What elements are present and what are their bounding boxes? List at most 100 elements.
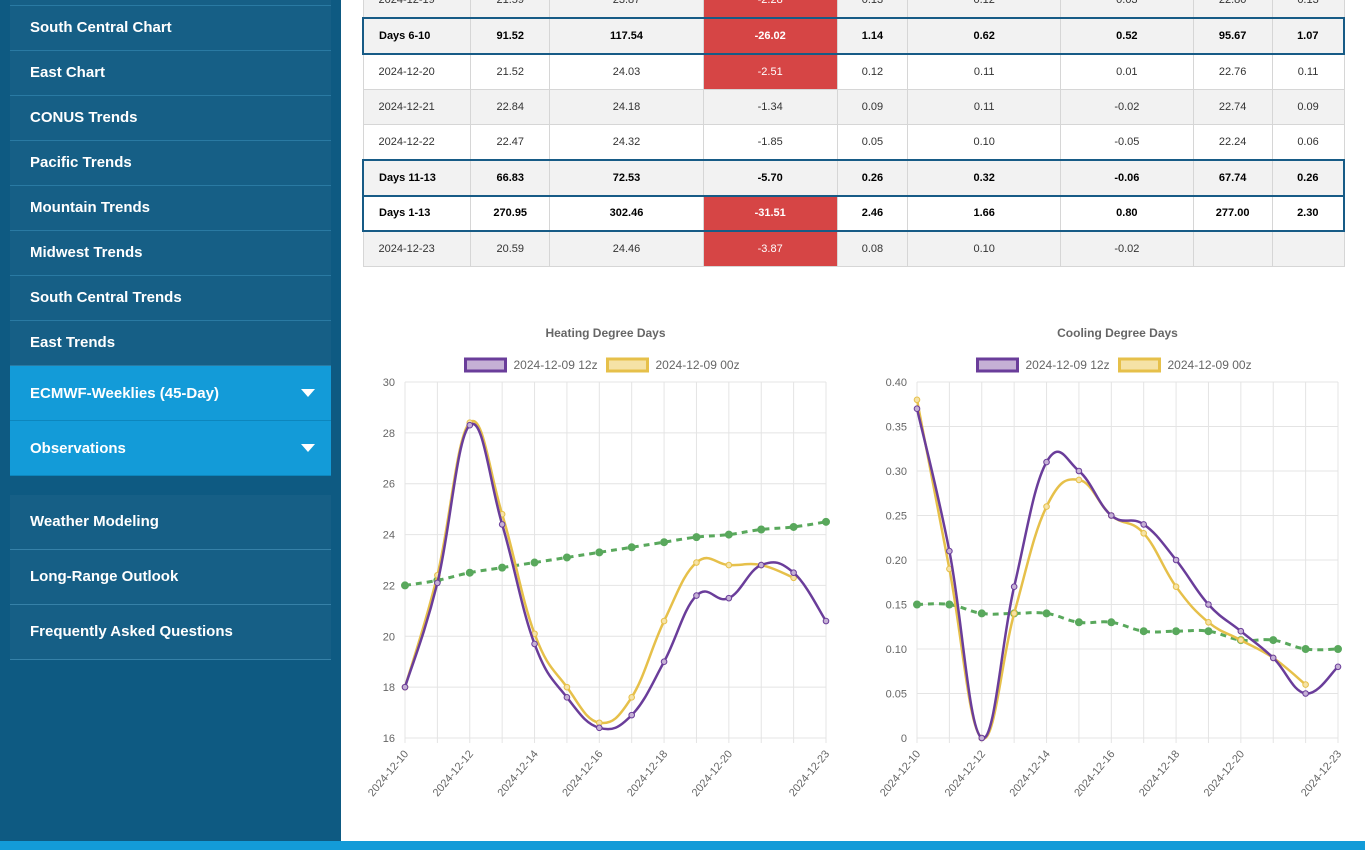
data-point[interactable] [757, 525, 766, 534]
data-point[interactable] [434, 579, 441, 587]
data-point[interactable] [531, 640, 538, 648]
data-point[interactable] [466, 421, 474, 429]
data-point[interactable] [660, 617, 668, 625]
data-point[interactable] [1301, 645, 1310, 653]
table-cell: -2.51 [702, 53, 838, 90]
data-point[interactable] [1172, 627, 1181, 636]
data-point[interactable] [1075, 467, 1083, 475]
legend-item[interactable]: 2024-12-09 12z [464, 357, 598, 373]
data-point[interactable] [725, 594, 733, 602]
sidebar-item-pacific-trends[interactable]: Pacific Trends [10, 141, 331, 186]
data-point[interactable] [693, 559, 700, 566]
data-point[interactable] [595, 548, 604, 557]
data-point[interactable] [946, 547, 953, 555]
legend-item[interactable]: 2024-12-09 00z [1118, 357, 1252, 373]
data-point[interactable] [1043, 503, 1050, 510]
table-cell: 1.07 [1271, 17, 1345, 55]
data-point[interactable] [1074, 618, 1083, 627]
data-point[interactable] [789, 522, 798, 531]
data-point[interactable] [757, 561, 765, 569]
data-point[interactable] [1010, 583, 1018, 591]
data-point[interactable] [692, 533, 701, 542]
data-point[interactable] [562, 553, 571, 562]
data-point[interactable] [596, 724, 603, 732]
data-point[interactable] [498, 521, 506, 528]
data-point[interactable] [1172, 556, 1180, 564]
data-point[interactable] [977, 609, 986, 618]
data-point[interactable] [1140, 530, 1147, 537]
sidebar-item-east-trends[interactable]: East Trends [10, 321, 331, 366]
data-point[interactable] [1107, 618, 1116, 627]
sidebar-item-south-central-trends[interactable]: South Central Trends [10, 276, 331, 321]
data-point[interactable] [660, 538, 669, 547]
data-point[interactable] [1302, 690, 1309, 697]
data-point[interactable] [1172, 583, 1180, 591]
sidebar-link-faq[interactable]: Frequently Asked Questions [10, 605, 331, 660]
data-point[interactable] [563, 683, 571, 691]
legend-item[interactable]: 2024-12-09 12z [976, 357, 1110, 373]
sidebar-item-east-chart[interactable]: East Chart [10, 51, 331, 96]
data-point[interactable] [1269, 636, 1278, 645]
data-point[interactable] [790, 569, 797, 577]
data-point[interactable] [628, 694, 635, 701]
data-point[interactable] [563, 694, 571, 701]
data-point[interactable] [1139, 627, 1148, 636]
data-point[interactable] [660, 658, 668, 666]
sidebar-item-mountain-trends[interactable]: Mountain Trends [10, 186, 331, 231]
data-point[interactable] [1237, 636, 1245, 644]
data-point[interactable] [530, 558, 539, 567]
data-point[interactable] [498, 563, 507, 572]
data-point[interactable] [913, 405, 921, 412]
table-cell [1271, 230, 1345, 267]
sidebar-item-ecmwf-weeklies[interactable]: ECMWF-Weeklies (45-Day) [10, 366, 331, 421]
sidebar-link-long-range-outlook[interactable]: Long-Range Outlook [10, 550, 331, 605]
table-cell: 72.53 [549, 159, 704, 197]
sidebar-item-midwest-trends[interactable]: Midwest Trends [10, 231, 331, 276]
sidebar-item-south-central-chart[interactable]: South Central Chart [10, 6, 331, 51]
data-point[interactable] [1334, 663, 1342, 671]
data-point[interactable] [724, 530, 733, 539]
data-point[interactable] [913, 600, 921, 609]
legend-item[interactable]: 2024-12-09 00z [606, 357, 740, 373]
data-point[interactable] [1302, 681, 1309, 688]
data-point[interactable] [978, 734, 986, 742]
data-point[interactable] [822, 617, 830, 625]
data-point[interactable] [1140, 521, 1147, 528]
table-cell: 117.54 [549, 17, 704, 55]
caret-down-icon[interactable] [301, 389, 315, 397]
sidebar-item-previous[interactable] [10, 0, 331, 6]
data-point[interactable] [1042, 609, 1051, 618]
table-cell [1192, 230, 1273, 267]
data-point[interactable] [945, 600, 954, 609]
sidebar-item-conus-trends[interactable]: CONUS Trends [10, 96, 331, 141]
data-point[interactable] [1237, 627, 1245, 635]
data-point[interactable] [822, 517, 830, 526]
table-cell: 2.30 [1271, 194, 1345, 232]
data-point[interactable] [1205, 601, 1212, 608]
data-point[interactable] [401, 683, 409, 691]
data-point[interactable] [1075, 476, 1083, 484]
data-point[interactable] [725, 561, 733, 569]
caret-down-icon[interactable] [301, 444, 315, 452]
table-cell: -1.85 [702, 124, 838, 161]
row-label-cell: 2024-12-20 [362, 53, 472, 90]
data-point[interactable] [1108, 512, 1115, 519]
data-point[interactable] [693, 592, 700, 599]
data-point[interactable] [1043, 458, 1050, 466]
data-point[interactable] [628, 711, 635, 719]
data-point[interactable] [1205, 619, 1212, 626]
table-cell: 20.59 [470, 230, 551, 267]
table-cell: 1.14 [836, 17, 909, 55]
data-point[interactable] [627, 543, 636, 552]
sidebar-link-weather-modeling[interactable]: Weather Modeling [10, 495, 331, 550]
table-cell: 270.95 [470, 194, 551, 232]
sidebar-item-observations[interactable]: Observations [10, 421, 331, 476]
data-point[interactable] [465, 568, 474, 577]
data-point[interactable] [401, 581, 409, 590]
legend-swatch [976, 357, 1019, 373]
data-point[interactable] [1269, 654, 1277, 662]
data-point[interactable] [1334, 645, 1342, 653]
data-point[interactable] [1010, 610, 1018, 617]
data-point[interactable] [1204, 627, 1213, 636]
data-point[interactable] [913, 396, 921, 404]
